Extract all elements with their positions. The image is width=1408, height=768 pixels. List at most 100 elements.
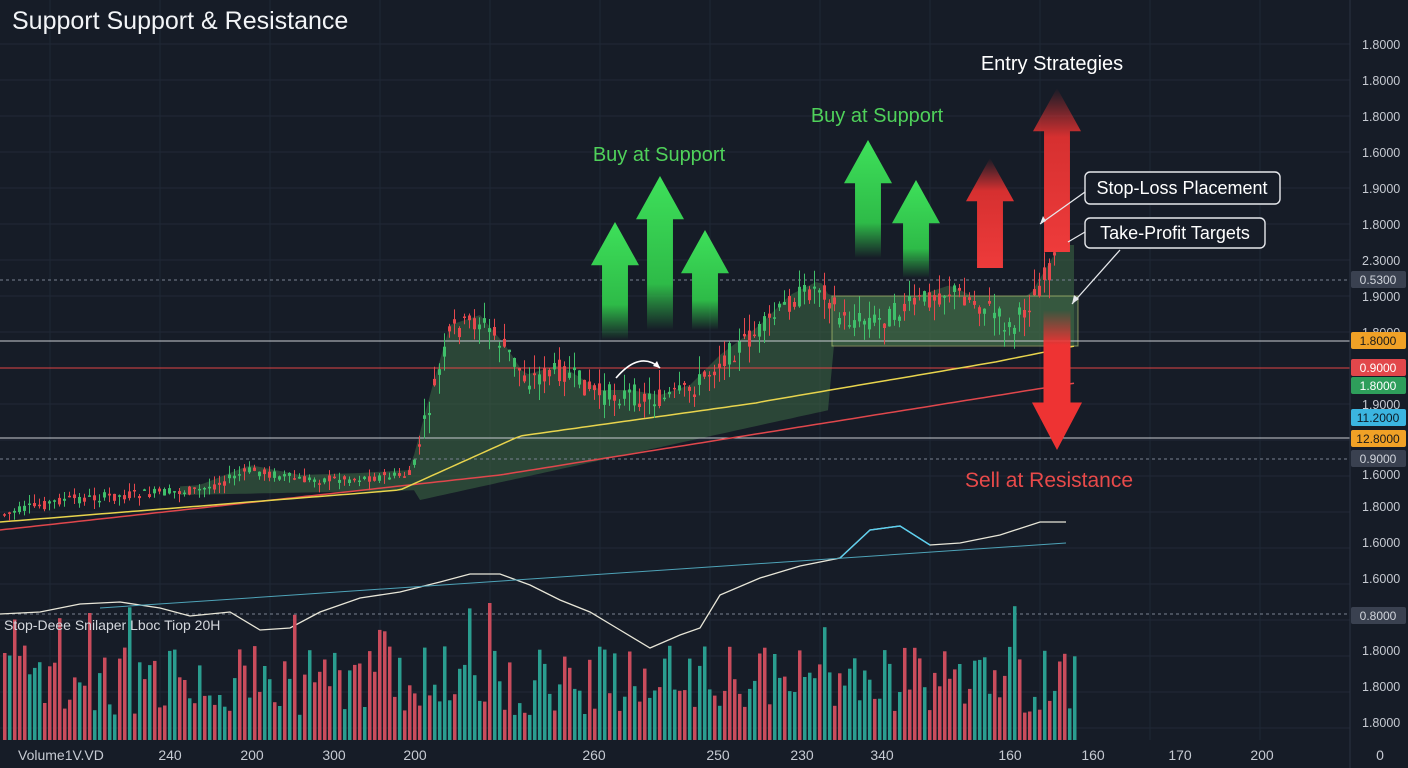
x-tick-label: 200 (1250, 747, 1274, 763)
candle-body (688, 386, 691, 391)
candle-body (263, 469, 266, 475)
volume-bar (78, 682, 82, 740)
volume-bar (398, 657, 402, 740)
x-tick-label: 160 (1081, 747, 1105, 763)
volume-bar (473, 675, 477, 740)
volume-bar (1008, 646, 1012, 740)
oscillator-trend-line (99, 542, 1067, 609)
buy-arrow-up-icon (636, 176, 684, 330)
volume-bar (953, 669, 957, 740)
candle-body (1038, 285, 1041, 297)
candle-body (198, 488, 201, 491)
price-tick-label: 1.8000 (1362, 716, 1400, 730)
candle-body (68, 495, 71, 498)
volume-bar (128, 607, 132, 740)
candle-body (138, 496, 141, 499)
candle-body (58, 497, 61, 505)
candle-body (773, 317, 776, 319)
candle-body (93, 495, 96, 501)
candle-body (103, 492, 106, 498)
candle-body (608, 384, 611, 400)
volume-bar (983, 657, 987, 740)
volume-bar (153, 660, 157, 740)
candle-body (248, 467, 251, 473)
volume-bar (508, 662, 512, 740)
candle-body (918, 295, 921, 297)
volume-bar (928, 710, 932, 740)
candle-body (763, 316, 766, 331)
candle-body (258, 471, 261, 477)
price-tag-label: 12.8000 (1356, 432, 1400, 446)
candle-body (218, 482, 221, 485)
candle-body (23, 505, 26, 511)
volume-bar (738, 693, 742, 740)
curved-arrow-icon (615, 360, 661, 379)
volume-bar (163, 705, 167, 740)
candle-body (798, 286, 801, 307)
candle-body (538, 374, 541, 385)
volume-bar (493, 650, 497, 740)
candle-body (708, 375, 711, 377)
candle-body (558, 359, 561, 382)
candle-body (253, 467, 256, 471)
volume-bar (1033, 696, 1037, 740)
volume-bar (268, 679, 272, 740)
candle-body (283, 474, 286, 477)
volume-bar (598, 646, 602, 740)
volume-bar (583, 714, 587, 740)
volume-bar (868, 679, 872, 740)
price-tag (1351, 332, 1406, 349)
price-tag (1351, 377, 1406, 394)
price-tick-label: 1.8000 (1362, 110, 1400, 124)
candle-body (498, 345, 501, 348)
candles (3, 228, 1061, 521)
volume-bar (478, 700, 482, 740)
candle-body (553, 363, 556, 370)
candle-body (653, 404, 656, 407)
candle-body (1008, 322, 1011, 328)
candle-body (493, 327, 496, 336)
price-tag-label: 1.8000 (1360, 379, 1397, 393)
candle-body (108, 493, 111, 496)
volume-bar (173, 649, 177, 740)
price-tags: 0.5300 1.8000 0.9000 1.8000 11.2000 12.8000 0.… (1351, 271, 1406, 624)
volume-bar (408, 685, 412, 740)
candle-body (43, 501, 46, 510)
x-tick-label: Volume1V.VD (18, 747, 104, 763)
candle-body (98, 500, 101, 503)
candle-body (1053, 252, 1056, 256)
candle-body (228, 474, 231, 479)
volume-bar (33, 667, 37, 740)
candle-body (273, 471, 276, 478)
volume-bar (548, 693, 552, 740)
volume-bar (168, 650, 172, 740)
candle-body (603, 390, 606, 405)
volume-bar (973, 660, 977, 740)
candle-body (628, 389, 631, 393)
volume-bar (998, 697, 1002, 740)
volume-bar (893, 710, 897, 740)
price-tick-label: 1.8000 (1362, 500, 1400, 514)
volume-bar (253, 646, 257, 740)
volume-bar (423, 647, 427, 740)
oscillator-highlight (839, 525, 931, 559)
volume-bar (988, 693, 992, 740)
volume-bar (563, 656, 567, 740)
candle-body (753, 334, 756, 337)
candle-body (748, 330, 751, 347)
candle-body (163, 489, 166, 496)
volume-bar (818, 664, 822, 740)
support-band (180, 245, 1079, 500)
volume-bar (448, 700, 452, 740)
buy-arrow-up-icon (844, 140, 892, 258)
volume-bar (368, 651, 372, 740)
volume-bar (198, 665, 202, 740)
volume-bar (533, 680, 537, 740)
volume-bar (433, 684, 437, 740)
candle-body (623, 390, 626, 399)
volume-bar (353, 664, 357, 740)
price-tick-label: 1.8000 (1362, 38, 1400, 52)
candle-body (288, 472, 291, 476)
volume-bar (58, 618, 62, 740)
